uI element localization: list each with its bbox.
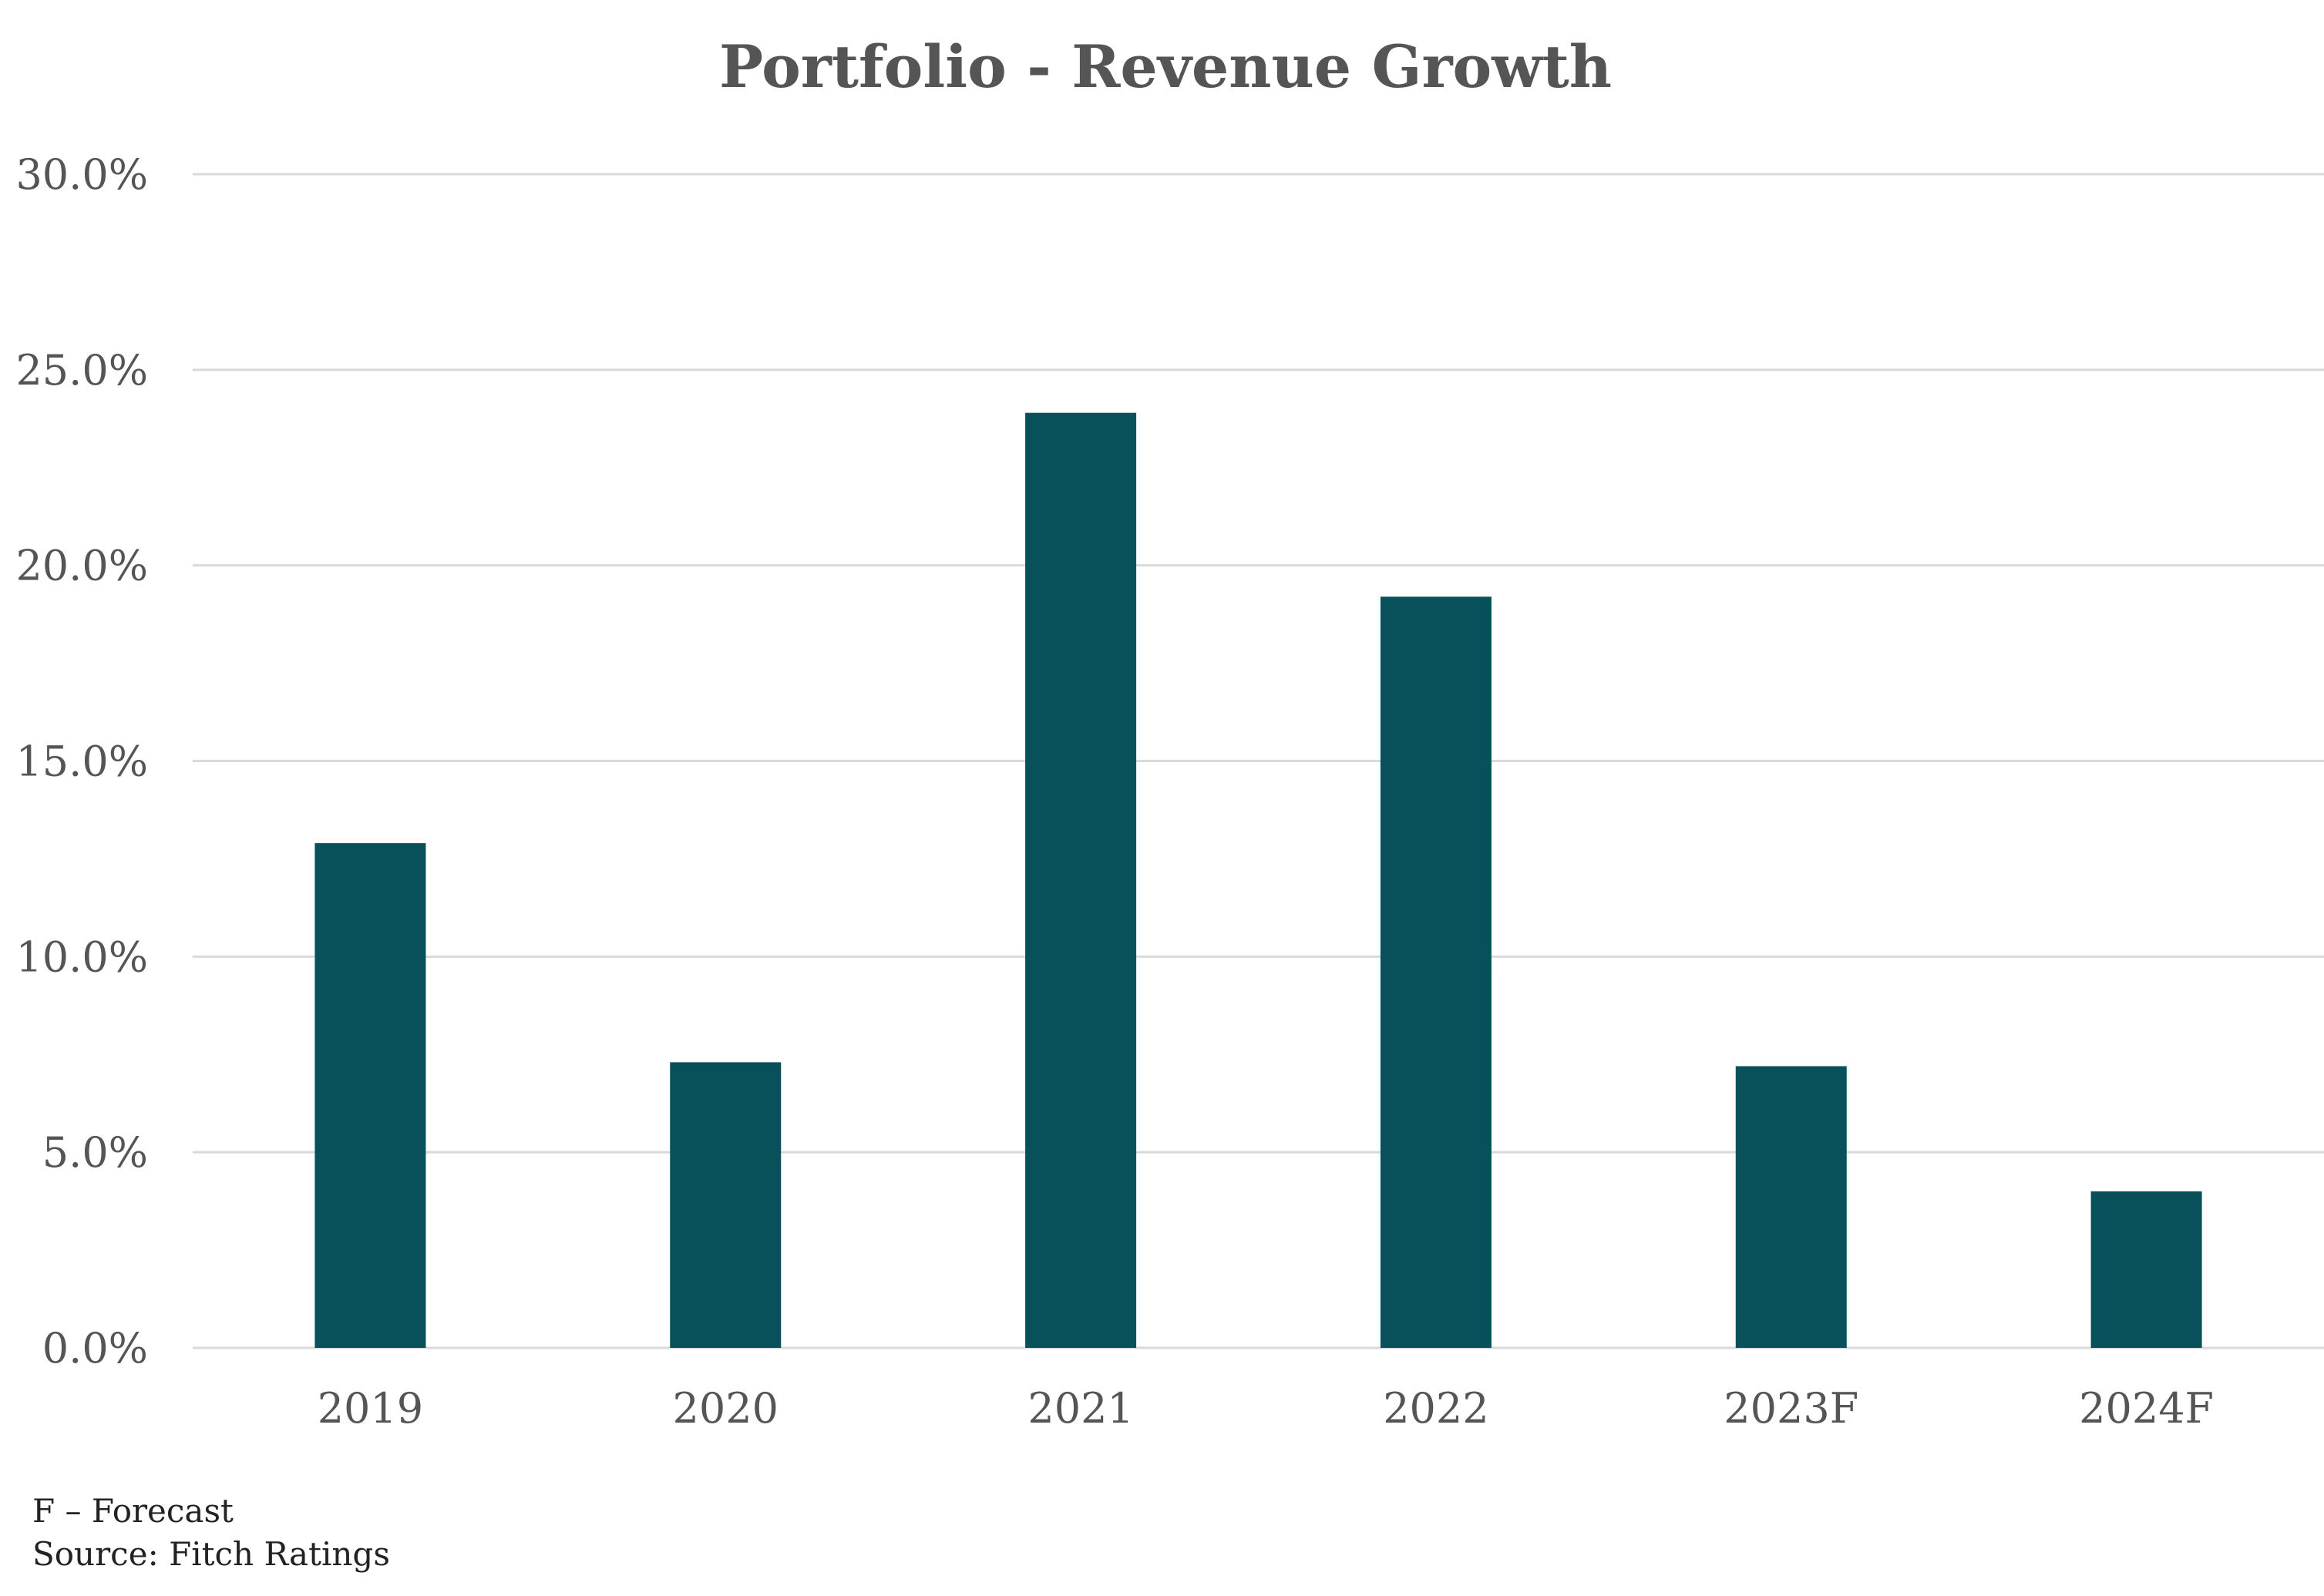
x-tick-label: 2024F bbox=[2079, 1384, 2214, 1433]
x-tick-label: 2022 bbox=[1383, 1384, 1488, 1433]
y-tick-label: 25.0% bbox=[15, 346, 148, 395]
x-tick-label: 2020 bbox=[673, 1384, 779, 1433]
gridlines bbox=[193, 173, 2324, 1349]
y-tick-label: 30.0% bbox=[15, 150, 148, 199]
x-tick-label: 2021 bbox=[1027, 1384, 1133, 1433]
bar-2019 bbox=[314, 843, 426, 1348]
y-tick-label: 20.0% bbox=[15, 542, 148, 590]
y-tick-label: 0.0% bbox=[42, 1324, 148, 1373]
x-axis-ticks: 2019 2020 2021 2022 2023F 2024F bbox=[318, 1384, 2214, 1433]
bar-2024F bbox=[2090, 1191, 2202, 1348]
y-axis-ticks: 0.0% 5.0% 10.0% 15.0% 20.0% 25.0% 30.0% bbox=[15, 150, 148, 1373]
bar-2020 bbox=[670, 1062, 782, 1348]
source-note: Source: Fitch Ratings bbox=[32, 1535, 390, 1573]
y-tick-label: 5.0% bbox=[42, 1128, 148, 1177]
bar-2023F bbox=[1735, 1066, 1847, 1348]
x-tick-label: 2019 bbox=[318, 1384, 423, 1433]
y-tick-label: 10.0% bbox=[15, 932, 148, 981]
x-tick-label: 2023F bbox=[1724, 1384, 1858, 1433]
bar-2021 bbox=[1025, 412, 1137, 1348]
y-tick-label: 15.0% bbox=[15, 738, 148, 786]
chart-title: Portfolio - Revenue Growth bbox=[719, 32, 1612, 101]
bars bbox=[314, 412, 2202, 1348]
bar-2022 bbox=[1380, 596, 1492, 1348]
forecast-note: F – Forecast bbox=[32, 1492, 234, 1530]
